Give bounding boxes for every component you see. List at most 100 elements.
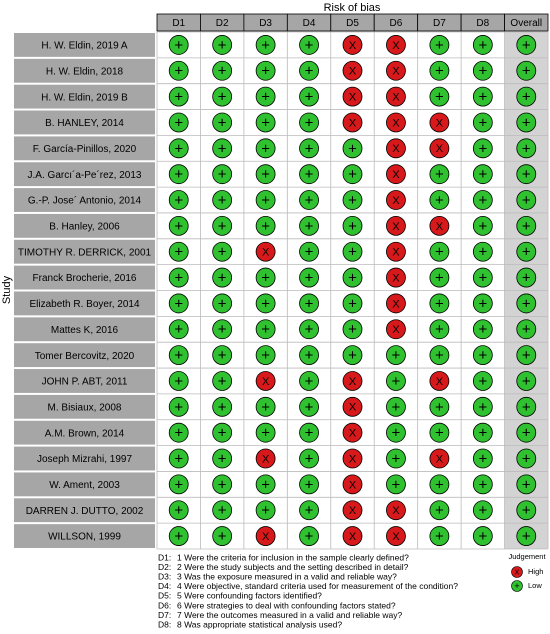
- judgement-circle: [342, 215, 363, 236]
- footnote-text: 1 Were the criteria for inclusion in the…: [177, 552, 409, 562]
- judgement-symbol: +: [478, 114, 487, 131]
- judgement-circle: [472, 138, 493, 159]
- judgement-symbol: +: [218, 321, 227, 338]
- judgement-circle: [255, 241, 276, 262]
- judgement-symbol: +: [218, 476, 227, 493]
- judgement-circle: [429, 190, 450, 210]
- judgement-circle: [212, 35, 233, 55]
- judgement-circle: [516, 138, 537, 159]
- judgement-symbol: +: [305, 37, 314, 54]
- judgement-circle: [212, 371, 233, 391]
- judgement-symbol: +: [305, 373, 314, 390]
- judgement-symbol: +: [174, 502, 183, 519]
- judgement-circle: [386, 112, 406, 133]
- footnote-text: 7 Were the outcomes measured in a valid …: [177, 610, 402, 620]
- study-label-cell: [14, 58, 155, 83]
- judgement-circle: [255, 422, 276, 443]
- judgement-circle: [255, 500, 276, 521]
- judgement-circle: [472, 267, 493, 288]
- legend-circle: [511, 580, 523, 592]
- judgement-symbol: +: [174, 114, 183, 131]
- judgement-circle: [212, 267, 233, 288]
- judgement-circle: [299, 35, 319, 55]
- judgement-symbol: +: [478, 192, 487, 209]
- judgement-symbol: +: [522, 502, 531, 519]
- judgement-symbol: +: [218, 373, 227, 390]
- judgement-symbol: X: [349, 376, 357, 388]
- judgement-symbol: +: [522, 270, 531, 287]
- judgement-symbol: +: [174, 425, 183, 442]
- judgement-circle: [342, 500, 363, 521]
- judgement-symbol: +: [261, 270, 270, 287]
- judgement-circle: [429, 526, 450, 546]
- judgement-symbol: +: [305, 218, 314, 235]
- judgement-circle: [386, 241, 406, 262]
- judgement-circle: [472, 526, 493, 546]
- judgement-circle: [255, 526, 276, 546]
- judgement-symbol: +: [174, 399, 183, 416]
- judgement-circle: [168, 474, 189, 495]
- judgement-circle: [472, 215, 493, 236]
- judgement-symbol: +: [174, 244, 183, 261]
- study-label: B. Hanley, 2006: [49, 222, 120, 233]
- judgement-symbol: +: [305, 114, 314, 131]
- judgement-circle: [168, 500, 189, 521]
- study-label-cell: [14, 317, 155, 342]
- judgement-circle: [429, 319, 450, 340]
- judgement-circle: [516, 86, 537, 107]
- judgement-symbol: +: [522, 89, 531, 106]
- judgement-circle: [212, 112, 233, 133]
- judgement-symbol: X: [392, 505, 400, 517]
- study-label-cell: [14, 420, 155, 445]
- study-label-cell: [14, 446, 155, 471]
- judgement-symbol: +: [305, 270, 314, 287]
- judgement-circle: [342, 371, 363, 391]
- judgement-circle: [212, 241, 233, 262]
- legend-label: Low: [528, 581, 542, 590]
- judgement-symbol: +: [174, 192, 183, 209]
- judgement-circle: [255, 112, 276, 133]
- judgement-symbol: +: [218, 37, 227, 54]
- study-label-cell: [14, 265, 155, 290]
- judgement-circle: [386, 164, 406, 185]
- judgement-circle: [429, 138, 450, 159]
- judgement-symbol: X: [349, 479, 357, 491]
- judgement-circle: [342, 526, 363, 546]
- judgement-circle: [429, 448, 450, 469]
- judgement-symbol: +: [305, 476, 314, 493]
- study-label: Mattes K, 2016: [51, 325, 119, 336]
- judgement-circle: [299, 138, 319, 159]
- judgement-circle: [386, 60, 406, 81]
- judgement-circle: [299, 112, 319, 133]
- footnote-text: 2 Were the study subjects and the settin…: [177, 562, 409, 572]
- judgement-symbol: X: [349, 92, 357, 104]
- judgement-symbol: +: [218, 244, 227, 261]
- judgement-symbol: +: [348, 295, 357, 312]
- judgement-circle: [516, 422, 537, 443]
- judgement-symbol: +: [174, 270, 183, 287]
- judgement-symbol: +: [392, 450, 401, 467]
- judgement-circle: [386, 500, 406, 521]
- column-header: D8: [476, 18, 489, 29]
- column-header: D1: [172, 18, 185, 29]
- judgement-symbol: +: [218, 295, 227, 312]
- judgement-symbol: +: [478, 295, 487, 312]
- study-label-cell: [14, 498, 155, 523]
- judgement-circle: [472, 190, 493, 210]
- judgement-circle: [429, 474, 450, 495]
- judgement-symbol: X: [392, 143, 400, 155]
- judgement-symbol: X: [262, 531, 270, 543]
- judgement-symbol: +: [522, 347, 531, 364]
- judgement-circle: [386, 422, 406, 443]
- judgement-circle: [299, 474, 319, 495]
- judgement-symbol: +: [435, 399, 444, 416]
- study-label-cell: [14, 84, 155, 109]
- judgement-circle: [472, 422, 493, 443]
- judgement-circle: [386, 526, 406, 546]
- judgement-circle: [429, 371, 450, 391]
- judgement-symbol: +: [522, 476, 531, 493]
- judgement-circle: [472, 345, 493, 366]
- judgement-circle: [342, 345, 363, 366]
- judgement-circle: [212, 526, 233, 546]
- study-label-cell: [14, 291, 155, 316]
